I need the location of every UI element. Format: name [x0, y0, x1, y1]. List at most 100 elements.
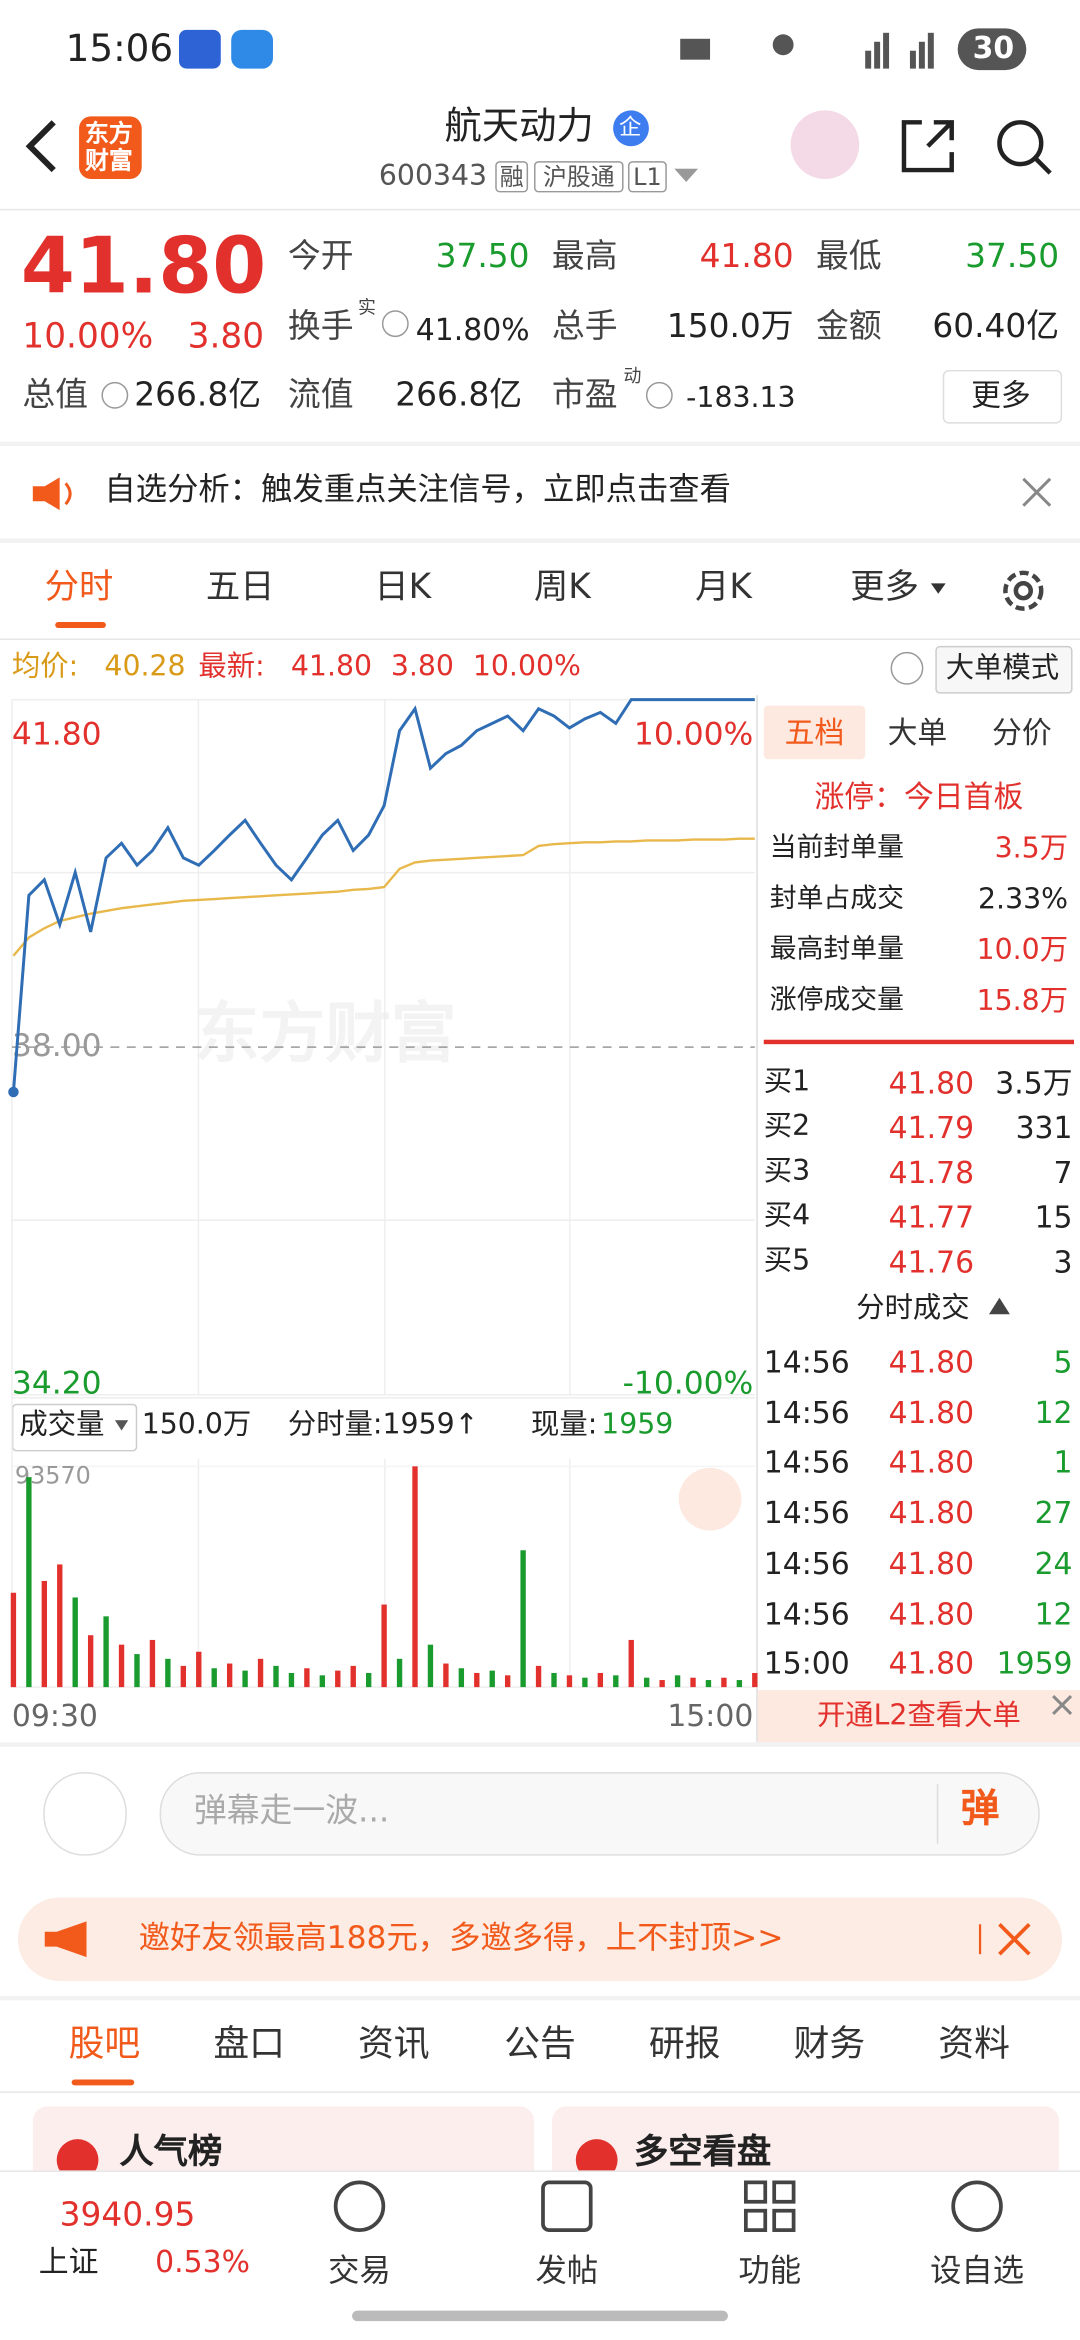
tag: L1: [628, 161, 667, 193]
comment-icon[interactable]: [43, 1772, 127, 1856]
alert-text[interactable]: 自选分析：触发重点关注信号，立即点击查看: [104, 471, 731, 508]
volume-bar: [674, 1675, 681, 1688]
panel-tab[interactable]: 五档: [784, 714, 845, 751]
more-button[interactable]: [942, 369, 1063, 424]
volume-bar: [520, 1550, 526, 1688]
period-tab[interactable]: 月K: [695, 568, 752, 608]
index-name[interactable]: 上证: [38, 2243, 99, 2280]
mode-text[interactable]: 大单模式: [945, 651, 1060, 685]
watermark: 东方财富: [193, 996, 457, 1073]
bid-label: 买1: [763, 1065, 811, 1098]
bid-price: 41.78: [888, 1154, 975, 1191]
y-tick-label: 41.80: [12, 716, 102, 752]
divider: [0, 638, 1080, 640]
field-label: 总手: [551, 308, 618, 347]
speaker-icon: [32, 477, 72, 511]
current-volume: 1959: [601, 1408, 674, 1441]
close-icon[interactable]: [978, 1921, 1033, 1957]
volume-bar: [613, 1675, 619, 1688]
time-start: 09:30: [11, 1697, 98, 1734]
volume-bar: [165, 1658, 171, 1688]
trade-price: 41.80: [888, 1545, 975, 1582]
bid-volume: 7: [1053, 1154, 1073, 1191]
field-value: 41.80: [699, 238, 794, 276]
period-tab[interactable]: 日K: [374, 568, 432, 608]
volume-bar: [57, 1564, 63, 1688]
comment-input[interactable]: [159, 1772, 1040, 1856]
back-button[interactable]: [18, 116, 63, 176]
dropdown: [930, 583, 946, 594]
divider: [0, 441, 1080, 447]
index-change[interactable]: 0.53%: [155, 2243, 250, 2280]
field-label: 总值: [22, 377, 89, 415]
current-volume-label: 现量:: [531, 1408, 598, 1441]
search-icon[interactable]: [993, 116, 1056, 179]
l2-prompt[interactable]: 开通L2查看大单: [816, 1699, 1021, 1732]
section-tab[interactable]: 资料: [938, 2022, 1010, 2065]
volume-selector[interactable]: 成交量: [19, 1408, 105, 1441]
section-tab[interactable]: 资讯: [358, 2022, 430, 2065]
comment-placeholder[interactable]: 弹幕走一波...: [193, 1793, 390, 1831]
banner-bg[interactable]: [17, 1897, 1063, 1981]
panel-tab[interactable]: 大单: [887, 714, 948, 751]
dropdown[interactable]: [674, 168, 699, 184]
index-value[interactable]: 3940.95: [59, 2197, 196, 2235]
section-tab[interactable]: 股吧: [68, 2022, 141, 2065]
field-value: 41.80%: [415, 311, 530, 348]
volume-bar: [504, 1675, 511, 1688]
volume-bar: [149, 1639, 156, 1688]
field-label: 最高: [551, 238, 618, 276]
expand-button[interactable]: [678, 1467, 742, 1531]
divider: [0, 1742, 1080, 1747]
period-tab[interactable]: 分时: [44, 568, 114, 608]
volume-bar: [242, 1670, 248, 1688]
more-text[interactable]: 更多: [971, 377, 1031, 414]
trades-title: 分时成交: [856, 1291, 970, 1325]
period-tab[interactable]: 更多: [850, 568, 919, 608]
section-tab[interactable]: 公告: [504, 2022, 576, 2065]
danmaku-button[interactable]: 弹: [960, 1787, 1000, 1832]
volume-bar: [304, 1668, 310, 1688]
panel-tab[interactable]: 分价: [991, 714, 1052, 751]
volume-bar: [72, 1597, 78, 1688]
volume-bar: [535, 1665, 542, 1688]
section-tab[interactable]: 财务: [793, 2022, 866, 2065]
period-tab[interactable]: 五日: [205, 568, 275, 608]
nav-item[interactable]: 发帖: [535, 2252, 599, 2289]
volume-bar: [582, 1677, 588, 1688]
info-latest: 41.80: [290, 650, 373, 684]
divider: [0, 2091, 1080, 2093]
trade-price: 41.80: [888, 1494, 975, 1531]
l2-bar[interactable]: [757, 1690, 1080, 1743]
section-tab[interactable]: 盘口: [213, 2022, 285, 2065]
card-title[interactable]: 人气榜: [119, 2133, 223, 2172]
section-tab[interactable]: 研报: [648, 2022, 721, 2065]
y-tick-label: 38.00: [12, 1028, 102, 1064]
card-title[interactable]: 多空看盘: [633, 2133, 772, 2172]
close-icon[interactable]: [1020, 476, 1053, 509]
panel-border: [756, 695, 758, 1743]
sort-icon: [989, 1297, 1010, 1315]
share-icon[interactable]: [898, 116, 958, 176]
info-icon: [645, 381, 673, 409]
mode-button[interactable]: [935, 645, 1073, 694]
avatar[interactable]: [790, 110, 860, 180]
banner-text[interactable]: 邀好友领最高188元，多邀多得，上不封顶>>: [138, 1919, 784, 1956]
nav-item[interactable]: 功能: [738, 2252, 802, 2289]
trade-volume: 12: [1034, 1394, 1073, 1431]
change-pct: 10.00%: [22, 317, 154, 357]
nav-item[interactable]: 交易: [328, 2252, 391, 2289]
period-tab[interactable]: 周K: [533, 568, 591, 608]
close-icon[interactable]: [1050, 1693, 1074, 1717]
volume-bar: [134, 1654, 140, 1688]
nav-item[interactable]: 设自选: [930, 2252, 1025, 2289]
volume-bar: [474, 1672, 480, 1688]
info-avg: 40.28: [104, 650, 186, 684]
volume-bar: [736, 1680, 743, 1688]
field-label: 市盈: [551, 377, 618, 415]
help-icon[interactable]: [890, 651, 924, 685]
settings-icon[interactable]: [998, 565, 1049, 616]
